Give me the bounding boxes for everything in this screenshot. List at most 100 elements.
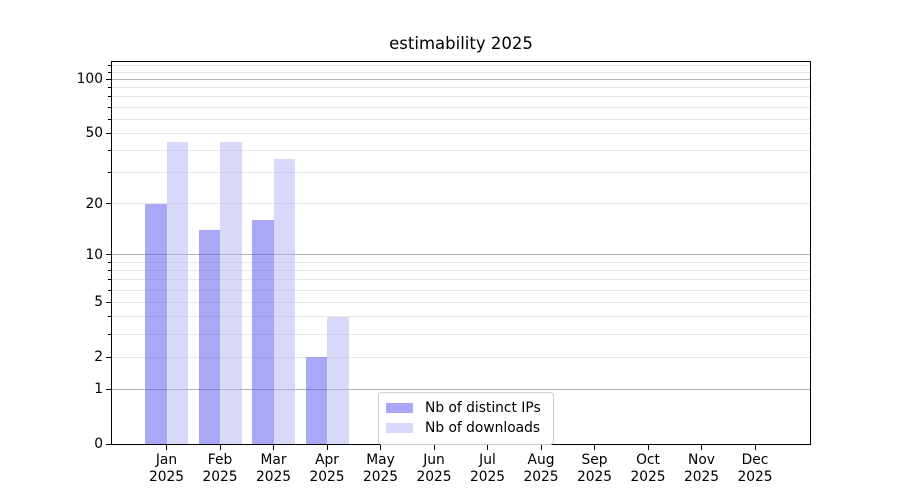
x-tick-oct	[647, 445, 649, 450]
x-tick-label-may: May 2025	[349, 452, 413, 486]
bar-distinct-ips-feb	[198, 230, 220, 444]
x-tick-label-jul: Jul 2025	[456, 452, 520, 486]
y-tick-label-1: 1	[94, 381, 103, 398]
legend-swatch-downloads	[386, 423, 413, 433]
y-tick-50	[106, 132, 111, 134]
legend-item-distinct-ips: Nb of distinct IPs	[386, 398, 541, 418]
y-tick-minor-80	[108, 96, 111, 98]
x-tick-label-oct: Oct 2025	[616, 452, 680, 486]
x-tick-nov	[701, 445, 702, 450]
legend-label-downloads: Nb of downloads	[425, 420, 541, 436]
bar-downloads-apr	[327, 316, 349, 444]
gridline-minor-20	[112, 203, 810, 205]
x-tick-label-month: Feb	[207, 452, 233, 468]
legend-item-downloads: Nb of downloads	[386, 418, 541, 438]
y-tick-minor-120	[108, 64, 111, 66]
x-tick-label-month: Aug	[527, 452, 555, 468]
gridline-minor-2	[112, 356, 810, 358]
y-tick-minor-30	[108, 172, 111, 174]
x-tick-label-jun: Jun 2025	[402, 452, 466, 486]
x-tick-label-year: 2025	[683, 469, 720, 485]
legend-label-distinct-ips: Nb of distinct IPs	[425, 400, 541, 416]
legend-swatch-distinct-ips	[386, 403, 413, 413]
x-tick-label-year: 2025	[523, 469, 559, 485]
gridline-minor-5	[112, 301, 810, 303]
gridline-major-10	[112, 254, 810, 256]
x-tick-label-month: Jun	[423, 452, 445, 468]
x-tick-label-sep: Sep 2025	[563, 452, 627, 486]
gridline-minor-60	[112, 118, 810, 120]
y-tick-minor-40	[108, 150, 111, 152]
bar-downloads-jan	[166, 141, 188, 444]
y-tick-minor-7	[108, 279, 111, 281]
y-tick-minor-4	[108, 316, 111, 318]
x-tick-label-year: 2025	[255, 469, 292, 485]
gridline-minor-9	[112, 261, 810, 263]
y-tick-minor-60	[108, 118, 111, 120]
gridline-minor-40	[112, 150, 810, 152]
x-tick-label-month: May	[366, 452, 395, 468]
x-tick-label-year: 2025	[469, 469, 506, 485]
y-tick-label-50: 50	[85, 125, 103, 142]
x-tick-label-month: Sep	[581, 452, 608, 468]
x-tick-label-apr: Apr 2025	[295, 452, 359, 486]
y-tick-label-100: 100	[76, 71, 103, 88]
x-tick-label-year: 2025	[416, 469, 452, 485]
y-tick-minor-3	[108, 334, 111, 335]
y-tick-minor-6	[108, 289, 111, 291]
y-tick-label-5: 5	[94, 294, 103, 311]
x-tick-feb	[219, 445, 221, 450]
gridline-major-100	[112, 78, 810, 80]
y-tick-20	[106, 203, 111, 205]
y-tick-minor-9	[108, 261, 111, 263]
bar-downloads-feb	[220, 141, 242, 444]
x-tick-may	[380, 445, 381, 450]
x-tick-dec	[754, 445, 756, 450]
gridline-minor-50	[112, 132, 810, 134]
gridline-minor-90	[112, 87, 810, 89]
x-tick-label-month: Apr	[315, 452, 339, 468]
x-tick-label-jan: Jan 2025	[135, 452, 199, 486]
y-tick-1	[106, 388, 111, 390]
plot-area	[111, 61, 811, 445]
gridline-minor-7	[112, 279, 810, 281]
x-tick-label-month: Jan	[155, 452, 178, 468]
x-tick-aug	[540, 445, 542, 450]
gridline-minor-4	[112, 316, 810, 318]
bar-distinct-ips-jan	[145, 203, 167, 444]
bar-downloads-mar	[273, 158, 295, 444]
y-tick-minor-70	[108, 106, 111, 108]
x-tick-label-year: 2025	[737, 469, 773, 485]
x-tick-label-month: Mar	[260, 452, 287, 468]
gridline-minor-30	[112, 172, 810, 174]
y-tick-label-0: 0	[94, 436, 103, 452]
x-tick-label-year: 2025	[148, 469, 185, 485]
chart-title: estimability 2025	[389, 34, 533, 53]
x-tick-jan	[166, 445, 167, 450]
x-tick-label-month: Dec	[741, 452, 769, 468]
gridline-major-1	[112, 388, 810, 390]
y-tick-100	[106, 78, 111, 80]
x-tick-label-year: 2025	[576, 469, 613, 485]
y-tick-minor-90	[108, 87, 111, 89]
y-tick-2	[106, 356, 111, 358]
y-tick-5	[106, 301, 111, 303]
bar-distinct-ips-mar	[252, 220, 274, 444]
x-tick-label-month: Oct	[636, 452, 660, 468]
x-tick-label-month: Jul	[479, 452, 496, 468]
legend: Nb of distinct IPs Nb of downloads	[378, 392, 554, 445]
y-tick-label-2: 2	[94, 349, 103, 366]
x-tick-jun	[433, 445, 435, 450]
x-tick-label-year: 2025	[202, 469, 238, 485]
x-tick-label-mar: Mar 2025	[242, 452, 306, 486]
x-tick-label-year: 2025	[309, 469, 345, 485]
x-tick-label-nov: Nov 2025	[670, 452, 734, 486]
gridline-minor-3	[112, 334, 810, 335]
gridline-minor-6	[112, 289, 810, 291]
x-tick-mar	[273, 445, 274, 450]
y-tick-label-10: 10	[85, 246, 103, 263]
x-tick-sep	[594, 445, 595, 450]
gridline-minor-120	[112, 64, 810, 66]
bar-distinct-ips-apr	[305, 357, 327, 444]
